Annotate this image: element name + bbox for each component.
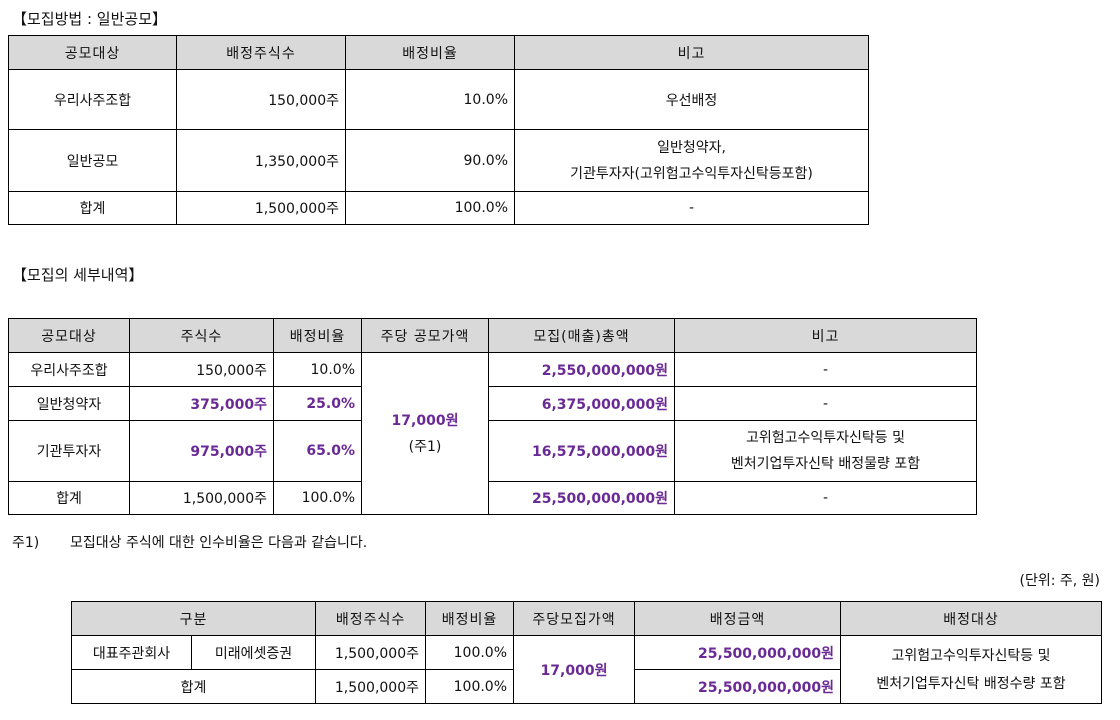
cell-note: - bbox=[674, 481, 977, 515]
table-row: 우리사주조합 150,000주 10.0% 17,000원 (주1) 2,550… bbox=[8, 352, 977, 515]
cell-type: 대표주관회사 bbox=[71, 635, 192, 670]
price-value: 17,000원 bbox=[391, 412, 459, 429]
cell-shares: 1,500,000주 bbox=[129, 481, 274, 515]
cell-note: - bbox=[674, 352, 977, 387]
cell-amount: 25,500,000,000원 bbox=[634, 669, 842, 704]
header-note: 비고 bbox=[674, 318, 977, 353]
header-target: 공모대상 bbox=[8, 35, 177, 70]
cell-ratio: 100.0% bbox=[425, 635, 515, 670]
cell-ratio: 10.0% bbox=[345, 69, 515, 130]
cell-note: - bbox=[674, 386, 977, 421]
cell-total: 16,575,000,000원 bbox=[488, 420, 675, 482]
cell-total-label: 합계 bbox=[70, 669, 317, 704]
table-row: 기관투자자 975,000주 65.0% 16,575,000,000원 고위험… bbox=[8, 420, 977, 482]
offering-detail-table: 공모대상 주식수 배정비율 주당 공모가액 모집(매출)총액 비고 우리사주조합… bbox=[8, 318, 977, 515]
header-amount: 배정금액 bbox=[634, 601, 842, 636]
footnote-text: 모집대상 주식에 대한 인수비율은 다음과 같습니다. bbox=[70, 535, 368, 551]
footnote-label: 주1) bbox=[12, 535, 40, 551]
cell-shares: 150,000주 bbox=[129, 352, 274, 387]
cell-shares: 1,500,000주 bbox=[176, 191, 346, 225]
header-shares: 배정주식수 bbox=[315, 601, 427, 636]
cell-ratio: 25.0% bbox=[273, 386, 362, 421]
cell-shares: 375,000주 bbox=[129, 386, 274, 421]
cell-ratio: 100.0% bbox=[273, 481, 362, 515]
header-price: 주당모집가액 bbox=[513, 601, 636, 636]
table-row: 대표주관회사 미래에셋증권 1,500,000주 100.0% 17,000원 … bbox=[71, 635, 1103, 704]
cell-target: 일반공모 bbox=[8, 129, 177, 192]
cell-target: 기관투자자 bbox=[8, 420, 130, 482]
cell-price: 17,000원 (주1) bbox=[361, 352, 489, 515]
note-line-1: 일반청약자, bbox=[657, 139, 726, 156]
cell-note: 고위험고수익투자신탁등 및 벤처기업투자신탁 배정물량 포함 bbox=[674, 420, 977, 482]
cell-shares: 150,000주 bbox=[176, 69, 346, 130]
note-line-2: 기관투자자(고위험고수익투자신탁등포함) bbox=[570, 165, 813, 182]
cell-company: 미래에셋증권 bbox=[190, 635, 317, 670]
table-row: 합계 1,500,000주 100.0% 25,500,000,000원 bbox=[70, 669, 1102, 704]
cell-price: 17,000원 bbox=[513, 635, 636, 704]
cell-amount: 25,500,000,000원 bbox=[634, 635, 842, 670]
table-row: 일반청약자 375,000주 25.0% 6,375,000,000원 - bbox=[8, 386, 977, 421]
table-row: 합계 1,500,000주 100.0% 25,500,000,000원 - bbox=[8, 481, 977, 515]
header-shares: 배정주식수 bbox=[176, 35, 346, 70]
cell-target: 우리사주조합 bbox=[8, 69, 177, 130]
header-category: 구분 bbox=[70, 601, 317, 636]
price-footnote: (주1) bbox=[408, 438, 442, 455]
header-ratio: 배정비율 bbox=[345, 35, 515, 70]
header-shares: 주식수 bbox=[129, 318, 274, 353]
cell-total: 25,500,000,000원 bbox=[488, 481, 675, 515]
header-total: 모집(매출)총액 bbox=[488, 318, 675, 353]
cell-shares: 1,350,000주 bbox=[176, 129, 346, 192]
note-line-1: 고위험고수익투자신탁등 및 bbox=[745, 430, 905, 446]
cell-total: 2,550,000,000원 bbox=[488, 352, 675, 387]
allocation-method-table: 공모대상 배정주식수 배정비율 비고 우리사주조합 150,000주 10.0%… bbox=[8, 35, 869, 225]
header-allocation-target: 배정대상 bbox=[840, 601, 1103, 636]
target-line-2: 벤처기업투자신탁 배정수량 포함 bbox=[876, 675, 1066, 692]
cell-note: 우선배정 bbox=[514, 69, 869, 130]
cell-ratio: 10.0% bbox=[273, 352, 362, 387]
cell-note: 일반청약자, 기관투자자(고위험고수익투자신탁등포함) bbox=[514, 129, 869, 192]
cell-note: - bbox=[514, 191, 869, 225]
footnote: 주1) 모집대상 주식에 대한 인수비율은 다음과 같습니다. bbox=[12, 532, 367, 552]
cell-target: 우리사주조합 bbox=[8, 352, 130, 387]
cell-ratio: 65.0% bbox=[273, 420, 362, 482]
header-price: 주당 공모가액 bbox=[361, 318, 489, 353]
target-line-1: 고위험고수익투자신탁등 및 bbox=[891, 647, 1051, 664]
table-row: 합계 1,500,000주 100.0% - bbox=[8, 191, 869, 225]
cell-ratio: 100.0% bbox=[425, 669, 515, 704]
unit-label: (단위: 주, 원) bbox=[1019, 573, 1100, 589]
header-ratio: 배정비율 bbox=[273, 318, 362, 353]
cell-allocation-target: 고위험고수익투자신탁등 및 벤처기업투자신탁 배정수량 포함 bbox=[840, 635, 1103, 704]
cell-total: 6,375,000,000원 bbox=[488, 386, 675, 421]
cell-ratio: 90.0% bbox=[345, 129, 515, 192]
header-target: 공모대상 bbox=[8, 318, 130, 353]
cell-shares: 1,500,000주 bbox=[315, 635, 427, 670]
header-note: 비고 bbox=[514, 35, 869, 70]
section1-title: 【모집방법 : 일반공모】 bbox=[12, 10, 167, 28]
cell-target: 일반청약자 bbox=[8, 386, 130, 421]
underwriting-table: 구분 배정주식수 배정비율 주당모집가액 배정금액 배정대상 대표주관회사 미래… bbox=[70, 601, 1103, 704]
cell-target: 합계 bbox=[8, 481, 130, 515]
header-ratio: 배정비율 bbox=[425, 601, 515, 636]
note-line-2: 벤처기업투자신탁 배정물량 포함 bbox=[730, 456, 921, 472]
cell-shares: 1,500,000주 bbox=[315, 669, 427, 704]
table-row: 우리사주조합 150,000주 10.0% 우선배정 bbox=[8, 69, 869, 130]
cell-shares: 975,000주 bbox=[129, 420, 274, 482]
table-row: 일반공모 1,350,000주 90.0% 일반청약자, 기관투자자(고위험고수… bbox=[8, 129, 869, 192]
section2-title: 【모집의 세부내역】 bbox=[12, 266, 144, 284]
cell-ratio: 100.0% bbox=[345, 191, 515, 225]
cell-target: 합계 bbox=[8, 191, 177, 225]
